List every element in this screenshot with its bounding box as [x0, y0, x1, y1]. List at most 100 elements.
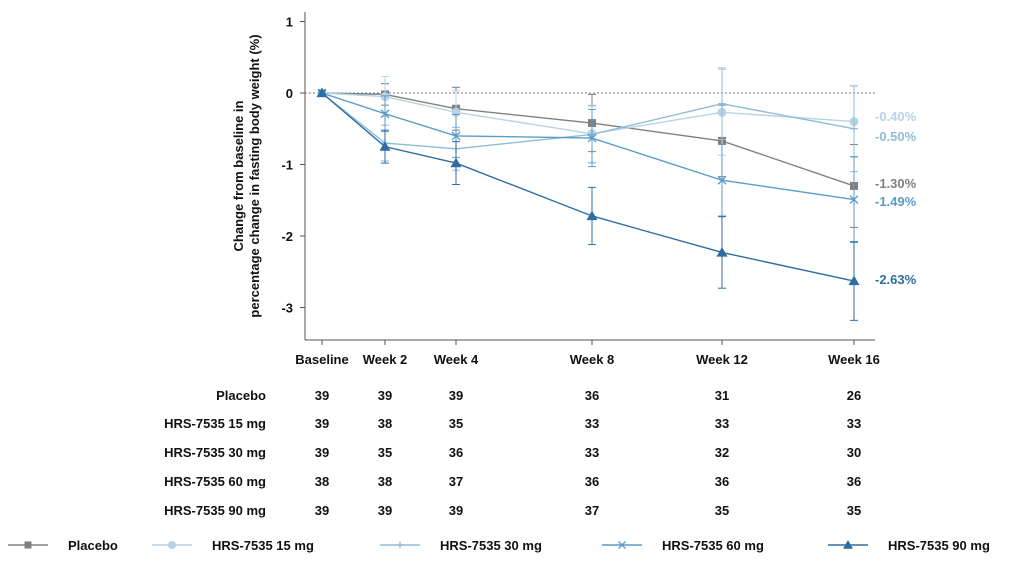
x-tick-label: Week 8: [570, 352, 615, 367]
table-row-label: HRS-7535 15 mg: [164, 416, 266, 431]
end-label-hrs-7535-30-mg: -0.50%: [875, 129, 917, 144]
data-point: [718, 99, 726, 108]
table-cell: 26: [847, 388, 861, 403]
table-cell: 39: [449, 388, 463, 403]
table-cell: 32: [715, 445, 729, 460]
series-lines: [316, 67, 860, 321]
table-cell: 37: [585, 503, 599, 518]
y-tick-label: 0: [286, 86, 293, 101]
table-cell: 33: [585, 416, 599, 431]
table-cell: 33: [847, 416, 861, 431]
table-cell: 36: [847, 474, 861, 489]
data-point: [316, 87, 328, 98]
legend-item-hrs-7535-15-mg: HRS-7535 15 mg: [152, 538, 314, 553]
table-cell: 38: [378, 474, 392, 489]
x-tick-label: Week 4: [434, 352, 479, 367]
data-point: [849, 195, 859, 204]
y-tick-label: -1: [281, 158, 293, 173]
at-risk-table: Placebo 39 39 39 36 31 26 HRS-7535 15 mg 39 38 35 3…: [164, 388, 861, 518]
data-point: [379, 141, 391, 151]
table-row: HRS-7535 90 mg 39 39 39 37 35 35: [164, 503, 861, 518]
table-row: HRS-7535 15 mg 39 38 35 33 33 33: [164, 416, 861, 431]
table-row-label: HRS-7535 90 mg: [164, 503, 266, 518]
table-row-label: HRS-7535 30 mg: [164, 445, 266, 460]
legend-label: HRS-7535 15 mg: [212, 538, 314, 553]
series-line: [321, 92, 855, 135]
x-tick-label: Week 16: [828, 352, 880, 367]
data-point: [450, 157, 462, 168]
legend-item-hrs-7535-30-mg: HRS-7535 30 mg: [380, 538, 542, 553]
end-label-hrs-7535-15-mg: -0.40%: [875, 109, 917, 124]
series-line: [321, 92, 855, 201]
table-cell: 33: [715, 416, 729, 431]
axes: 1 0 -1 -2 -3 Baseline Week 2 Week 4 Week 8 Week 1…: [231, 12, 880, 367]
x-tick-label: Week 2: [363, 352, 408, 367]
table-cell: 37: [449, 474, 463, 489]
table-cell: 31: [715, 388, 729, 403]
table-cell: 30: [847, 445, 861, 460]
series-line: [321, 92, 855, 282]
y-tick-label: -2: [281, 229, 293, 244]
table-cell: 39: [378, 503, 392, 518]
legend-marker: [396, 541, 404, 549]
table-cell: 39: [449, 503, 463, 518]
y-axis-label-line1: Change from baseline in: [231, 100, 246, 251]
legend-label: Placebo: [68, 538, 118, 553]
table-cell: 36: [715, 474, 729, 489]
table-row-label: HRS-7535 60 mg: [164, 474, 266, 489]
table-cell: 38: [378, 416, 392, 431]
end-label-hrs-7535-60-mg: -1.49%: [875, 194, 917, 209]
data-point: [716, 246, 728, 257]
series-line: [321, 92, 855, 150]
legend-label: HRS-7535 30 mg: [440, 538, 542, 553]
table-cell: 35: [847, 503, 861, 518]
data-point: [850, 124, 858, 133]
table-cell: 39: [315, 503, 329, 518]
series-hrs-7535-90-mg: [316, 87, 860, 321]
table-cell: 35: [715, 503, 729, 518]
data-point: [587, 133, 597, 143]
table-cell: 39: [315, 445, 329, 460]
series-hrs-7535-15-mg: [317, 68, 859, 163]
legend-marker: [618, 541, 626, 549]
table-cell: 36: [585, 474, 599, 489]
table-cell: 39: [315, 388, 329, 403]
end-labels: -1.30% -0.40% -0.50% -1.49% -2.63%: [875, 109, 917, 287]
legend-label: HRS-7535 90 mg: [888, 538, 990, 553]
table-row: HRS-7535 30 mg 39 35 36 33 32 30: [164, 445, 861, 460]
y-axis-label-line2: percentage change in fasting body weight…: [247, 34, 262, 317]
table-row: HRS-7535 60 mg 38 38 37 36 36 36: [164, 474, 861, 489]
y-axis-label: Change from baseline inpercentage change…: [231, 34, 262, 317]
x-tick-label: Baseline: [295, 352, 348, 367]
legend-marker: [168, 541, 176, 549]
legend-item-placebo: Placebo: [8, 538, 118, 553]
end-label-hrs-7535-90-mg: -2.63%: [875, 272, 917, 287]
table-cell: 38: [315, 474, 329, 489]
table-cell: 36: [585, 388, 599, 403]
data-point: [848, 275, 860, 286]
legend-marker: [843, 540, 853, 549]
legend-marker: [24, 541, 32, 549]
data-point: [380, 109, 390, 119]
table-cell: 39: [315, 416, 329, 431]
legend-item-hrs-7535-60-mg: HRS-7535 60 mg: [602, 538, 764, 553]
table-cell: 33: [585, 445, 599, 460]
series-hrs-7535-60-mg: [317, 88, 859, 243]
y-tick-label: -3: [281, 301, 293, 316]
table-cell: 35: [378, 445, 392, 460]
table-cell: 39: [378, 388, 392, 403]
legend-label: HRS-7535 60 mg: [662, 538, 764, 553]
table-row-label: Placebo: [216, 388, 266, 403]
y-tick-label: 1: [286, 15, 293, 30]
data-point: [586, 210, 598, 221]
x-tick-label: Week 12: [696, 352, 748, 367]
data-point: [451, 131, 461, 141]
end-label-placebo: -1.30%: [875, 176, 917, 191]
data-point: [717, 175, 727, 185]
series-line: [321, 92, 855, 187]
legend-item-hrs-7535-90-mg: HRS-7535 90 mg: [828, 538, 990, 553]
table-row: Placebo 39 39 39 36 31 26: [216, 388, 861, 403]
legend: Placebo HRS-7535 15 mg HRS-7535 30 mg HRS-7…: [8, 538, 990, 553]
table-cell: 35: [449, 416, 463, 431]
